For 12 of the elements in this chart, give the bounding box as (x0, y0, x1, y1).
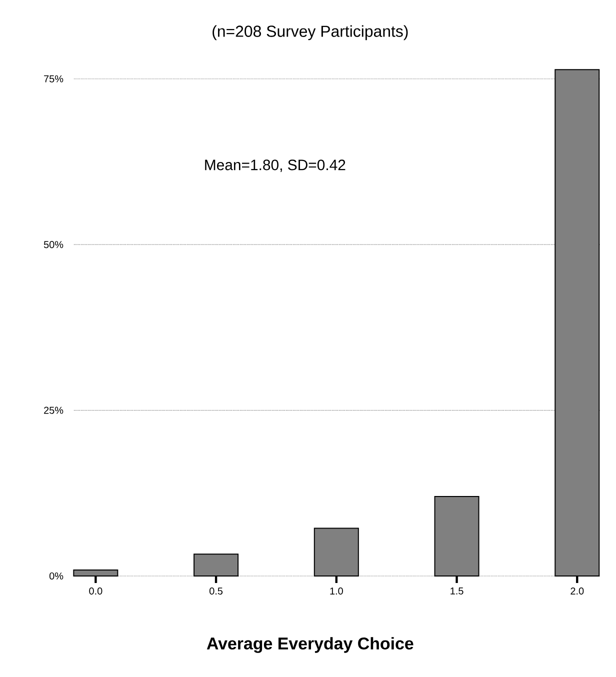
x-axis-title: Average Everyday Choice (206, 637, 414, 653)
y-tick-label: 25% (44, 406, 64, 414)
x-tick-label: 0.0 (89, 588, 102, 595)
x-tick-label: 1.5 (450, 588, 464, 594)
x-tick-label: 0.5 (210, 588, 223, 595)
annotation: Mean=1.80, SD=0.42 (205, 160, 346, 172)
y-tick-label: 0% (49, 572, 64, 580)
y-tick-label: 50% (44, 241, 64, 248)
chart-title: (n=208 Survey Participants) (212, 25, 408, 40)
x-tick-label: 2.0 (570, 588, 584, 595)
y-tick-label: 75% (44, 75, 64, 82)
x-tick-label: 1.0 (330, 588, 343, 595)
